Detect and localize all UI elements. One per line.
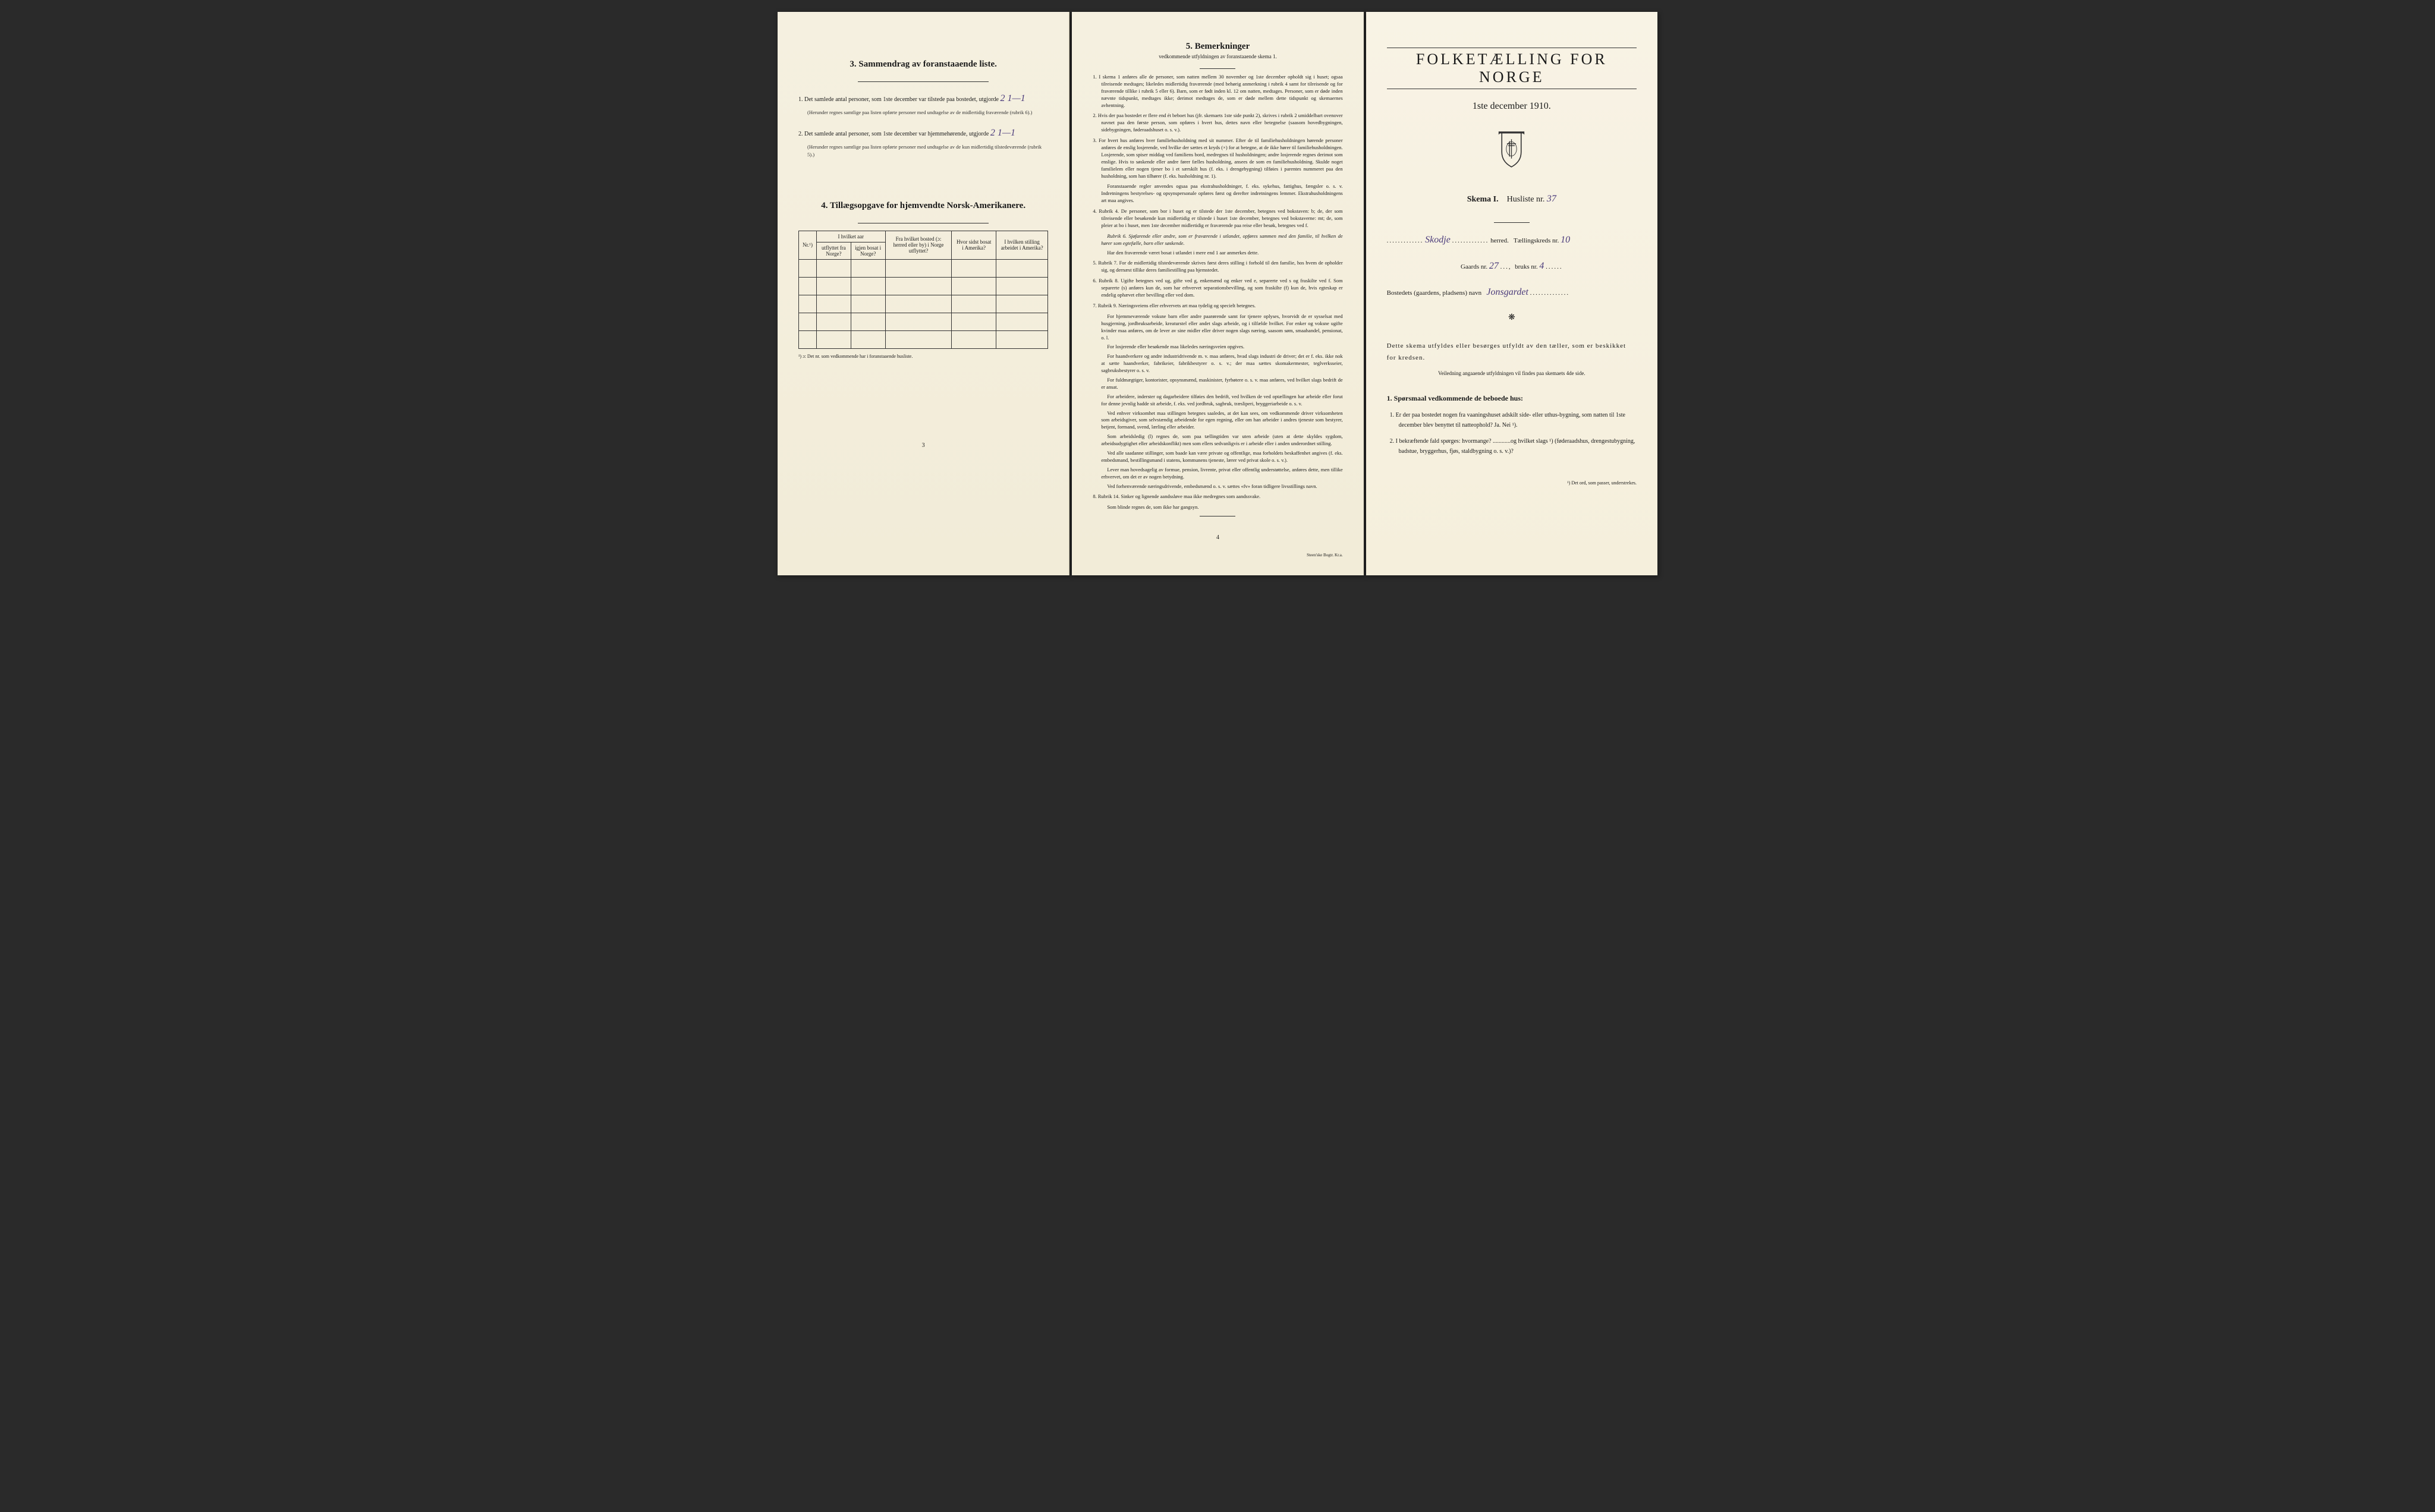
rule-7-sub10: Ved forhenværende næringsdrivende, embed… xyxy=(1101,483,1342,490)
husliste-value: 37 xyxy=(1547,194,1556,204)
gaards-label: Gaards nr. xyxy=(1461,263,1487,270)
skema-label: Skema I. xyxy=(1467,195,1499,204)
col-where: Hvor sidst bosat i Amerika? xyxy=(952,231,996,259)
right-footnote: ¹) Det ord, som passer, understrekes. xyxy=(1387,480,1637,486)
rule-7-sub1: For hjemmeværende voksne barn eller andr… xyxy=(1101,313,1342,342)
page-right: FOLKETÆLLING FOR NORGE 1ste december 191… xyxy=(1366,12,1657,575)
item2-text: 2. Det samlede antal personer, som 1ste … xyxy=(798,131,989,137)
table-row xyxy=(799,259,1048,277)
sub-instruction: Veiledning angaaende utfyldningen vil fi… xyxy=(1387,370,1637,376)
col-from: Fra hvilket bosted (ɔ: herred eller by) … xyxy=(885,231,952,259)
summary-item-1: 1. Det samlede antal personer, som 1ste … xyxy=(798,91,1048,116)
section3-rule xyxy=(858,81,989,82)
table-row xyxy=(799,313,1048,330)
rule-8-sub: Som blinde regnes de, som ikke har gangs… xyxy=(1101,504,1342,511)
rule-7-sub4: For fuldmægtiger, kontorister, opsynsmæn… xyxy=(1101,377,1342,391)
gaard-line: Gaards nr. 27 ..., bruks nr. 4 ...... xyxy=(1387,258,1637,275)
norway-crest-icon xyxy=(1387,130,1637,170)
rule-5: 5. Rubrik 7. For de midlertidig tilstede… xyxy=(1093,260,1342,274)
rule-7-sub8: Ved alle saadanne stillinger, som baade … xyxy=(1101,450,1342,464)
bosted-line: Bostedets (gaardens, pladsens) navn Jons… xyxy=(1387,284,1637,301)
main-title: FOLKETÆLLING FOR NORGE xyxy=(1387,48,1637,89)
skema-line: Skema I. Husliste nr. 37 xyxy=(1387,194,1637,204)
item1-value: 2 1—1 xyxy=(1000,93,1025,103)
document-container: 3. Sammendrag av foranstaaende liste. 1.… xyxy=(778,12,1657,575)
question-1: 1. Er der paa bostedet nogen fra vaaning… xyxy=(1387,410,1637,430)
rule-7-sub3: For haandverkere og andre industridriven… xyxy=(1101,353,1342,374)
rule-2: 2. Hvis der paa bostedet er flere end ét… xyxy=(1093,112,1342,134)
husliste-label: Husliste nr. xyxy=(1507,195,1545,204)
rule-1: 1. I skema 1 anføres alle de personer, s… xyxy=(1093,74,1342,109)
table-footnote: ¹) ɔ: Det nr. som vedkommende har i fora… xyxy=(798,354,1048,359)
bruks-value: 4 xyxy=(1539,261,1544,271)
col-year-group: I hvilket aar xyxy=(816,231,885,242)
col-nr: Nr.¹) xyxy=(799,231,817,259)
section5-title: 5. Bemerkninger xyxy=(1093,42,1342,52)
item2-note: (Herunder regnes samtlige paa listen opf… xyxy=(807,143,1048,159)
page-number-3: 3 xyxy=(798,442,1048,449)
rule-7-sub5: For arbeidere, inderster og dagarbeidere… xyxy=(1101,393,1342,408)
bruks-label: bruks nr. xyxy=(1515,263,1538,270)
rule-8: 8. Rubrik 14. Sinker og lignende aandssl… xyxy=(1093,493,1342,500)
herred-line: ............. Skodje ............. herre… xyxy=(1387,232,1637,249)
item1-note: (Herunder regnes samtlige paa listen opf… xyxy=(807,109,1048,117)
rule-4: 4. Rubrik 4. De personer, som bor i huse… xyxy=(1093,208,1342,229)
summary-item-2: 2. Det samlede antal personer, som 1ste … xyxy=(798,125,1048,159)
main-instruction: Dette skema utfyldes eller besørges utfy… xyxy=(1387,341,1637,364)
section4-heading: 4. Tillægsopgave for hjemvendte Norsk-Am… xyxy=(798,201,1048,211)
page-left: 3. Sammendrag av foranstaaende liste. 1.… xyxy=(778,12,1069,575)
gaards-value: 27 xyxy=(1489,261,1499,271)
kreds-label: Tællingskreds nr. xyxy=(1514,237,1559,244)
rule-6: 6. Rubrik 8. Ugifte betegnes ved ug, gif… xyxy=(1093,278,1342,299)
rule-3: 3. For hvert hus anføres hver familiehus… xyxy=(1093,137,1342,179)
page-number-4: 4 xyxy=(1093,534,1342,541)
question-2: 2. I bekræftende fald spørges: hvormange… xyxy=(1387,436,1637,456)
rule-4-sub1: Rubrik 6. Sjøfarende eller andre, som er… xyxy=(1101,233,1342,247)
herred-label: herred. xyxy=(1490,237,1509,244)
printer-credit: Steen'ske Bogtr. Kr.a. xyxy=(1093,553,1342,557)
question-heading: 1. Spørsmaal vedkommende de beboede hus: xyxy=(1387,394,1637,403)
census-date: 1ste december 1910. xyxy=(1387,101,1637,112)
item2-value: 2 1—1 xyxy=(990,128,1015,138)
item1-text: 1. Det samlede antal personer, som 1ste … xyxy=(798,96,999,103)
bosted-label: Bostedets (gaardens, pladsens) navn xyxy=(1387,289,1481,297)
rule-4-sub2: Har den fraværende været bosat i utlande… xyxy=(1101,250,1342,257)
rule-3-sub: Foranstaaende regler anvendes ogsaa paa … xyxy=(1101,183,1342,204)
section3-heading: 3. Sammendrag av foranstaaende liste. xyxy=(798,59,1048,70)
table-row xyxy=(799,295,1048,313)
emigrant-table: Nr.¹) I hvilket aar Fra hvilket bosted (… xyxy=(798,231,1048,349)
page-middle: 5. Bemerkninger vedkommende utfyldningen… xyxy=(1072,12,1363,575)
ornament-icon: ❋ xyxy=(1387,313,1637,323)
bosted-value: Jonsgardet xyxy=(1486,287,1528,297)
rule-7-sub6: Ved enhver virksomhet maa stillingen bet… xyxy=(1101,410,1342,431)
skema-rule xyxy=(1494,222,1530,223)
table-row xyxy=(799,330,1048,348)
kreds-value: 10 xyxy=(1561,235,1570,245)
rule-7-sub7: Som arbeidsledig (l) regnes de, som paa … xyxy=(1101,433,1342,448)
col-returned: igjen bosat i Norge? xyxy=(851,242,885,259)
section5-rule xyxy=(1200,68,1235,69)
section5-subtitle: vedkommende utfyldningen av foranstaaend… xyxy=(1093,53,1342,59)
herred-value: Skodje xyxy=(1425,235,1451,245)
rule-7-sub9: Lever man hovedsagelig av formue, pensio… xyxy=(1101,467,1342,481)
rule-7: 7. Rubrik 9. Næringsveiens eller erhverv… xyxy=(1093,303,1342,310)
col-position: I hvilken stilling arbeidet i Amerika? xyxy=(996,231,1047,259)
rule-7-sub2: For losjerende eller besøkende maa likel… xyxy=(1101,344,1342,351)
table-row xyxy=(799,277,1048,295)
col-emigrated: utflyttet fra Norge? xyxy=(816,242,851,259)
